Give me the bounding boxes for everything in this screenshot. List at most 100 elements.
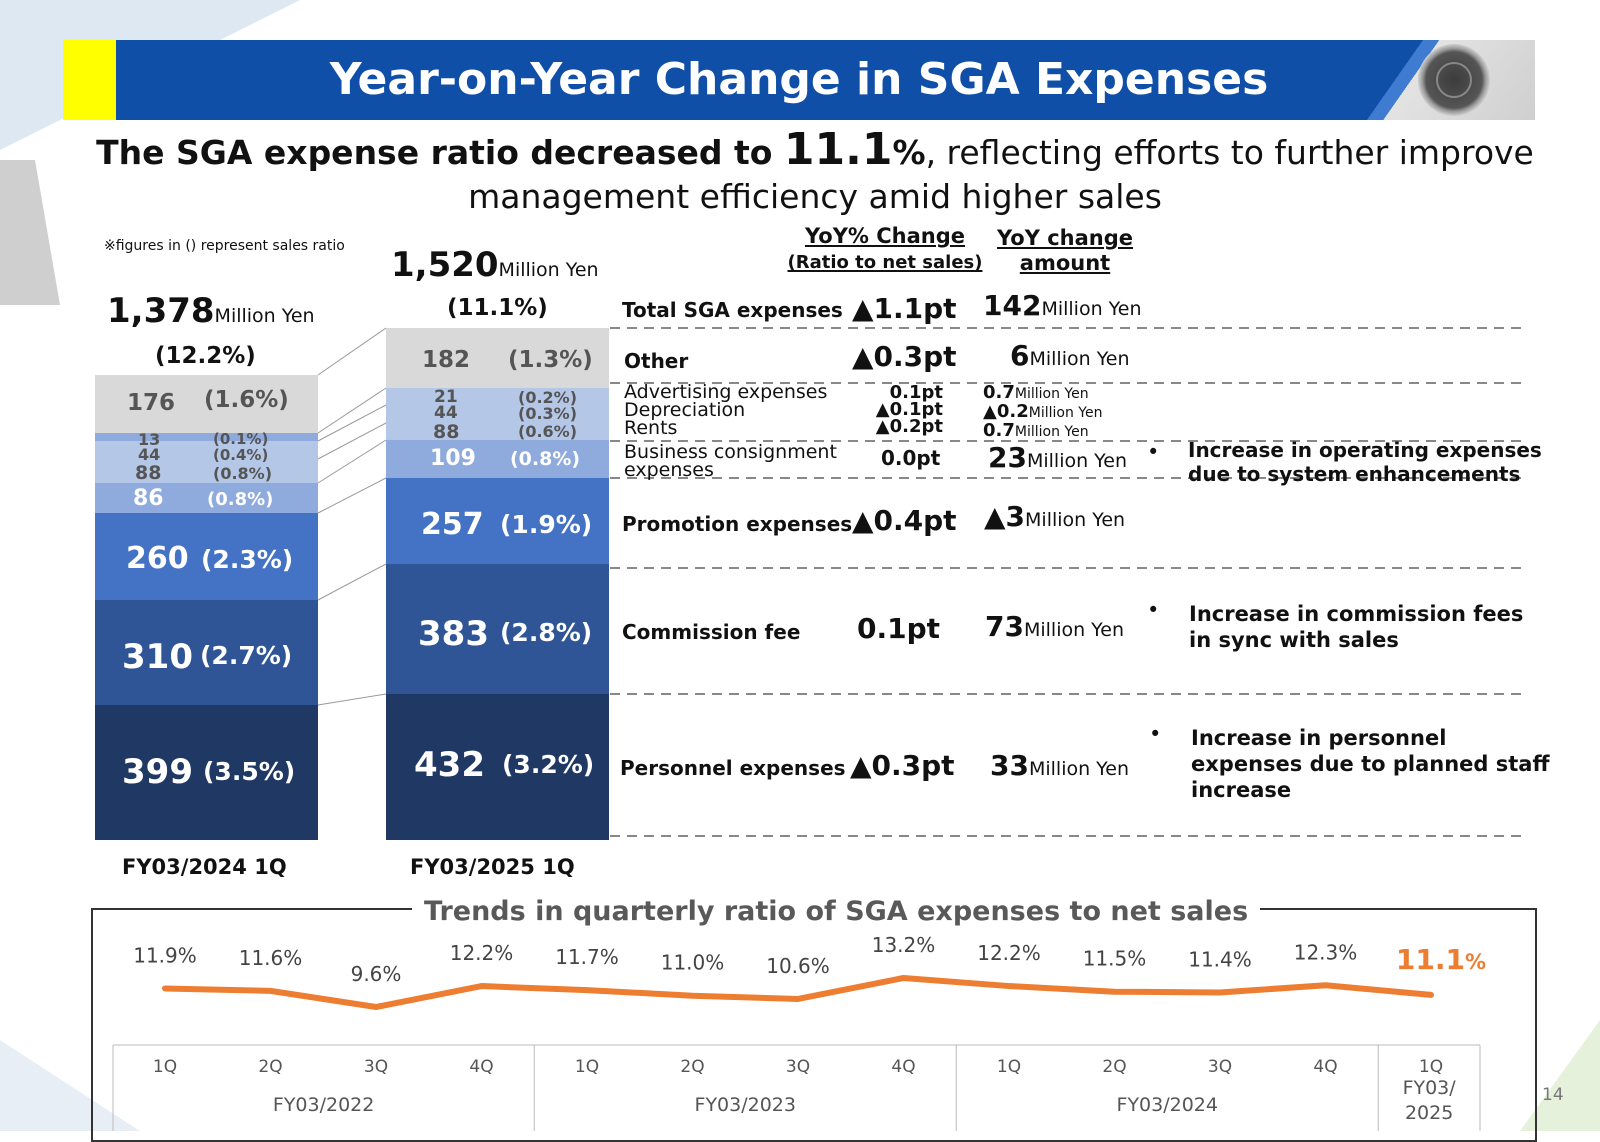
subtitle-bold: The SGA expense ratio decreased to [96, 133, 784, 172]
bar-segment-advertising-2024 [95, 433, 318, 441]
row-pt-commission: 0.1pt [857, 612, 941, 645]
x-tick-label: 1Q [575, 1057, 599, 1077]
bar-segment-commission-2024 [95, 600, 318, 705]
row-label-commission: Commission fee [622, 620, 801, 644]
x-tick-label: 2Q [1102, 1057, 1126, 1077]
bar-value-label: 44 [434, 403, 458, 423]
x-group-label: FY03/2024 [1117, 1094, 1218, 1116]
bullet-line: Increase in commission fees [1189, 602, 1524, 626]
data-label: 10.6% [766, 954, 830, 978]
unit-label: Million Yen [1014, 424, 1089, 440]
unit-label: Million Yen [498, 259, 599, 281]
bullet-business: Increase in operating expenses due to sy… [1188, 438, 1542, 486]
background-shape [0, 1040, 140, 1131]
bar-segment-advertising-2025 [386, 388, 609, 405]
bar-value-label: 182 [422, 347, 471, 373]
bullet-icon: • [1149, 722, 1162, 746]
bar-ratio-label: (3.2%) [502, 750, 595, 779]
row-amount-business: 23Million Yen [988, 441, 1127, 474]
x-group-label: FY03/2022 [273, 1094, 374, 1116]
unit-label: Million Yen [1026, 450, 1127, 472]
bar-value-label: 399 [122, 752, 193, 792]
page-number: 14 [1542, 1085, 1564, 1105]
trend-chart-title: Trends in quarterly ratio of SGA expense… [412, 896, 1261, 927]
row-label-depreciation: Depreciation [624, 399, 746, 421]
data-label: 11.9% [133, 943, 197, 967]
total-label-2024: 1,378Million Yen [107, 291, 315, 331]
data-label: 12.2% [450, 941, 514, 965]
row-label-other: Other [624, 349, 689, 373]
col-header-ratio-line2: (Ratio to net sales) [787, 252, 983, 273]
row-label-advertising: Advertising expenses [624, 381, 828, 403]
unit-label: Million Yen [1029, 348, 1130, 370]
bar-ratio-label: (1.3%) [508, 347, 593, 373]
bar-ratio-label: (1.6%) [204, 387, 289, 413]
amount-value: 33 [990, 749, 1029, 782]
data-label: 13.2% [872, 933, 936, 957]
total-label-2025: 1,520Million Yen [391, 245, 599, 285]
row-pt-personnel: ▲0.3pt [850, 749, 955, 782]
bar-segment-depreciation-2025 [386, 405, 609, 423]
bar-ratio-label: (0.8%) [213, 464, 272, 483]
bar-segment-depreciation-2024 [95, 441, 318, 459]
bar-segment-promotion-2024 [95, 513, 318, 600]
amount-value: 23 [988, 441, 1027, 474]
row-pt-depreciation: ▲0.1pt [875, 399, 943, 420]
x-tick-label: 1Q [997, 1057, 1021, 1077]
row-amount-depreciation: ▲0.2Million Yen [983, 403, 1102, 422]
row-amount-other: 6Million Yen [1010, 339, 1130, 372]
row-label-rents: Rents [624, 417, 678, 439]
bar-value-label: 13 [138, 430, 161, 449]
x-tick-label: 3Q [364, 1057, 388, 1077]
x-group-label: FY03/2023 [695, 1094, 796, 1116]
row-label-promotion: Promotion expenses [622, 512, 853, 536]
amount-value: 6 [1010, 339, 1030, 372]
bar-segment-commission-2025 [386, 564, 609, 694]
watch-image [1418, 44, 1490, 116]
row-label-personnel: Personnel expenses [620, 756, 846, 780]
bar-ratio-label: (0.1%) [213, 430, 269, 448]
row-pt-advertising: 0.1pt [889, 382, 943, 403]
col-header-amount-line2: amount [1019, 251, 1111, 275]
total-value: 1,378 [107, 291, 215, 331]
bullet-line: Increase in operating expenses [1188, 438, 1542, 462]
data-label: 11.7% [555, 945, 619, 969]
row-amount-total: 142Million Yen [983, 289, 1141, 322]
x-tick-label: 2Q [258, 1057, 282, 1077]
x-tick-label: 4Q [1313, 1057, 1337, 1077]
subtitle-percent: % [892, 133, 926, 172]
unit-label: Million Yen [1028, 405, 1103, 421]
page-title: Year-on-Year Change in SGA Expenses [329, 54, 1269, 105]
bullet-commission: Increase in commission fees in sync with… [1189, 601, 1523, 653]
bar-ratio-label: (0.3%) [518, 404, 577, 423]
row-amount-rents: 0.7Million Yen [983, 422, 1102, 441]
bar-segment-promotion-2025 [386, 478, 609, 564]
row-pt-other: ▲0.3pt [852, 340, 957, 373]
background-shape [1520, 1020, 1600, 1131]
row-pts-small: 0.1pt ▲0.1pt ▲0.2pt [868, 382, 943, 436]
amount-value: ▲0.2 [983, 401, 1029, 422]
row-amount-advertising: 0.7Million Yen [983, 384, 1102, 403]
subtitle-value: 11.1 [783, 124, 893, 175]
total-ratio-2025: (11.1%) [447, 295, 548, 321]
bar-ratio-label: (1.9%) [500, 510, 593, 539]
data-label: 11.6% [239, 946, 303, 970]
amount-value: 0.7 [983, 420, 1015, 441]
bar-ratio-label: (2.7%) [200, 641, 293, 670]
x-group-label: FY03/ [1403, 1077, 1457, 1099]
x-axis-label: FY03/2024 1Q [122, 855, 287, 879]
x-tick-label: 4Q [469, 1057, 493, 1077]
total-ratio-2024: (12.2%) [155, 343, 256, 369]
row-pt-business: 0.0pt [881, 446, 941, 470]
bar-value-label: 257 [421, 507, 484, 542]
data-label: 11.1% [1396, 943, 1486, 976]
unit-label: Million Yen [1028, 758, 1129, 780]
bar-segment-other-2025 [386, 328, 609, 388]
x-tick-label: 3Q [1208, 1057, 1232, 1077]
row-label-business-line1: Business consignment [624, 441, 837, 463]
bullet-icon: • [1147, 440, 1160, 464]
row-pt-total: ▲1.1pt [852, 292, 957, 325]
bar-ratio-label: (0.4%) [213, 446, 269, 464]
amount-value: 0.7 [983, 382, 1015, 403]
x-tick-label: 1Q [153, 1057, 177, 1077]
